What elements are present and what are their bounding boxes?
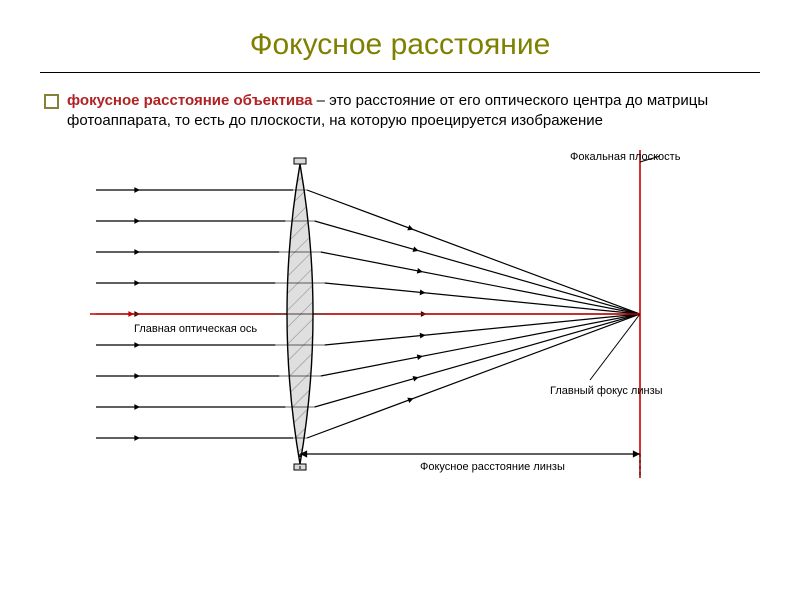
title-underline: [40, 72, 760, 73]
diagram-svg: Главная оптическая ось Фокальная плоскост…: [80, 144, 720, 504]
svg-text:Фокальная плоскость: Фокальная плоскость: [570, 151, 681, 163]
slide: Фокусное расстояние фокусное расстояние …: [0, 0, 800, 600]
lens-diagram: Главная оптическая ось Фокальная плоскост…: [80, 144, 720, 504]
svg-text:Фокусное расстояние линзы: Фокусное расстояние линзы: [420, 461, 565, 473]
svg-text:Главный фокус линзы: Главный фокус линзы: [550, 385, 663, 397]
page-title: Фокусное расстояние: [40, 28, 760, 62]
bullet-term: фокусное расстояние объектива: [67, 92, 312, 109]
svg-text:Главная оптическая ось: Главная оптическая ось: [134, 323, 257, 335]
bullet-item: фокусное расстояние объектива – это расс…: [44, 91, 760, 132]
title-text: Фокусное расстояние: [250, 28, 551, 61]
square-bullet-icon: [44, 94, 59, 109]
bullet-text: фокусное расстояние объектива – это расс…: [67, 91, 760, 132]
